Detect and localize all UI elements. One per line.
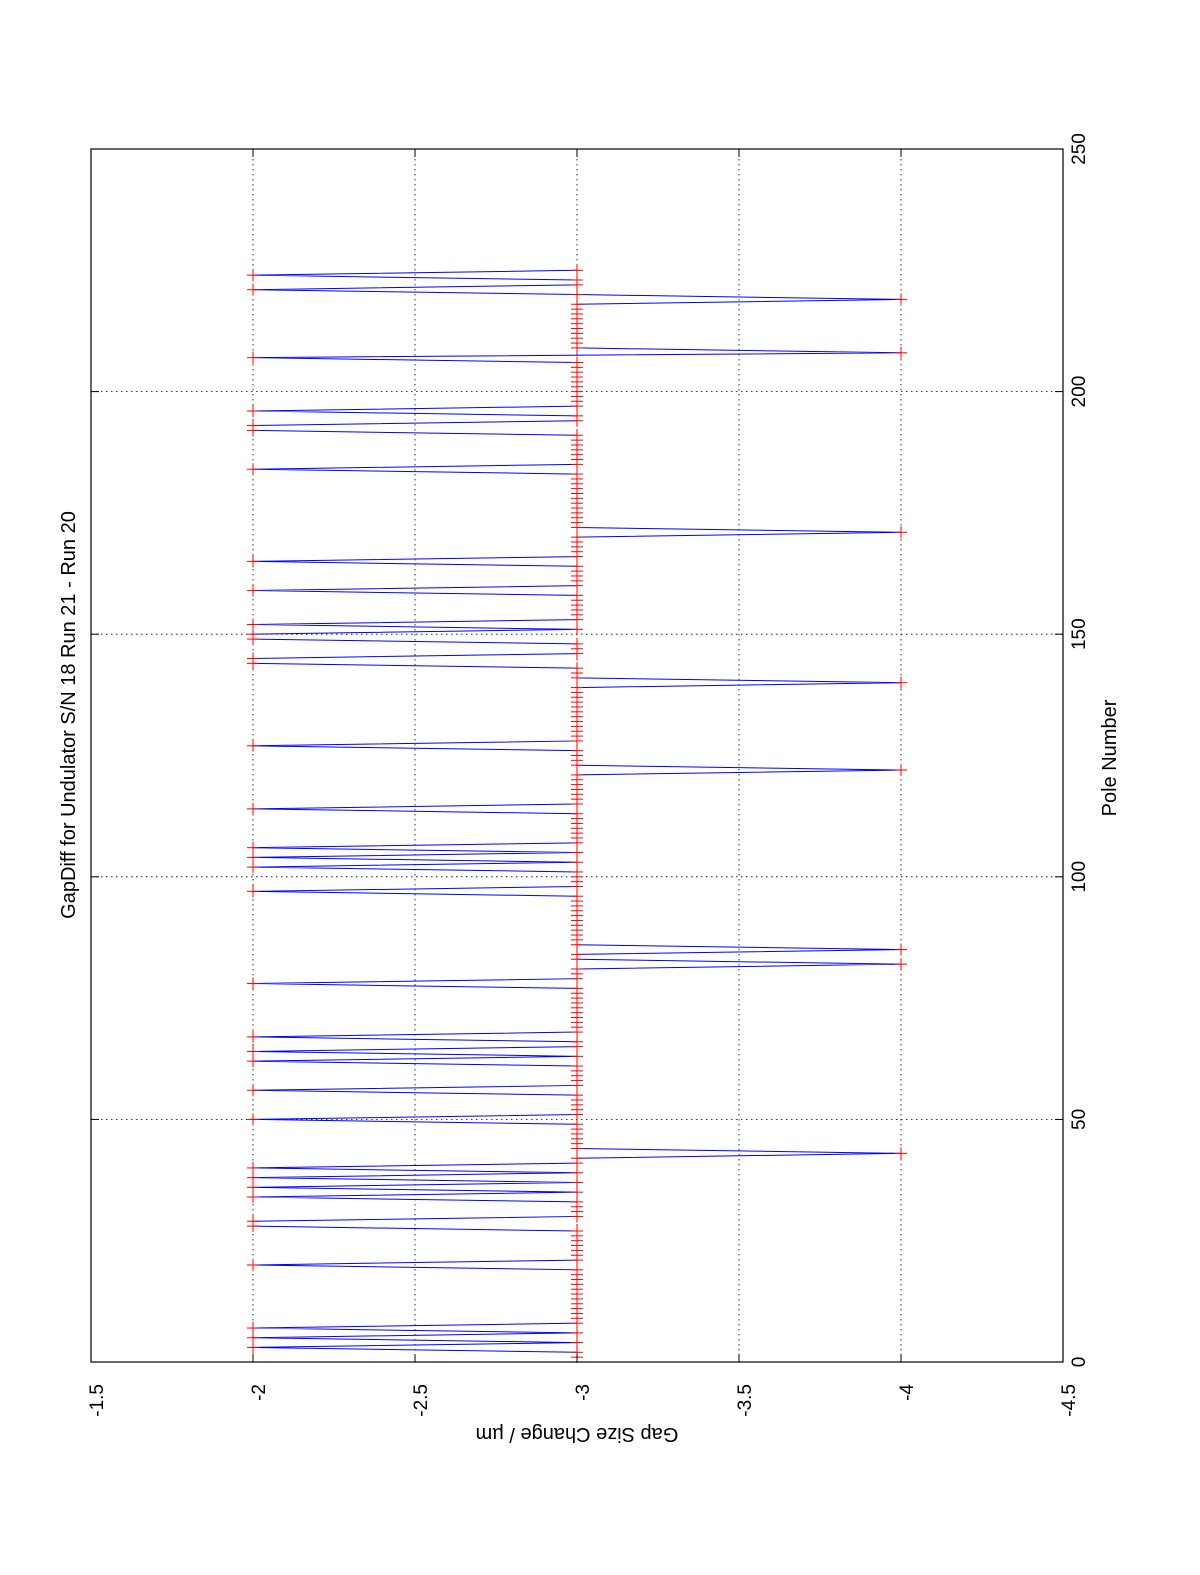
data-point [571, 429, 583, 442]
data-point [895, 293, 907, 306]
data-point [247, 555, 259, 568]
data-point [247, 885, 259, 898]
data-point [247, 618, 259, 631]
data-point [247, 652, 259, 665]
data-point [247, 1030, 259, 1043]
data-point [895, 958, 907, 971]
data-point [247, 1084, 259, 1097]
data-point [247, 1322, 259, 1335]
x-tick-label: 50 [1069, 1109, 1090, 1130]
x-tick-label: 0 [1069, 1357, 1090, 1368]
data-point [247, 269, 259, 282]
data-point [247, 841, 259, 854]
y-tick-label: -4.5 [1059, 1384, 1080, 1417]
data-point [247, 739, 259, 752]
data-point [247, 1113, 259, 1126]
data-point [247, 1045, 259, 1058]
data-point [895, 526, 907, 539]
x-tick-label: 200 [1069, 376, 1090, 408]
data-point [247, 1215, 259, 1228]
data-point [571, 264, 583, 277]
y-tick-label: -3.5 [735, 1384, 756, 1417]
y-tick-label: -1.5 [87, 1384, 108, 1417]
data-point [247, 419, 259, 432]
data-markers [247, 264, 907, 1364]
data-point [895, 764, 907, 777]
data-point [895, 943, 907, 956]
x-tick-label: 100 [1069, 861, 1090, 893]
y-tick-label: -4 [897, 1384, 918, 1401]
y-tick-label: -2.5 [411, 1384, 432, 1417]
data-point [247, 351, 259, 364]
data-point [895, 1147, 907, 1160]
x-tick-label: 150 [1069, 618, 1090, 650]
y-axis-label: Gap Size Change / µm [476, 1423, 679, 1445]
x-axis-label: Pole Number [1099, 699, 1121, 816]
x-tick-label: 250 [1069, 133, 1090, 165]
data-point [571, 356, 583, 369]
axis-ticks: 0 50 100 150 200 250 -1.5 -2 -2.5 -3 -3.5 -4 -4.5 [87, 133, 1090, 1417]
data-point [895, 346, 907, 359]
data-point [247, 1258, 259, 1271]
data-point [247, 584, 259, 597]
data-point [571, 1224, 583, 1237]
data-point [247, 802, 259, 815]
data-point [571, 637, 583, 650]
y-tick-label: -3 [573, 1384, 594, 1401]
data-point [247, 463, 259, 476]
data-point [895, 676, 907, 689]
data-point [247, 977, 259, 990]
data-point [247, 283, 259, 296]
chart-title: GapDiff for Undulator S/N 18 Run 21 - Ru… [58, 511, 80, 919]
data-point [247, 1161, 259, 1174]
y-tick-label: -2 [249, 1384, 270, 1401]
data-point [571, 662, 583, 675]
data-point [247, 405, 259, 418]
